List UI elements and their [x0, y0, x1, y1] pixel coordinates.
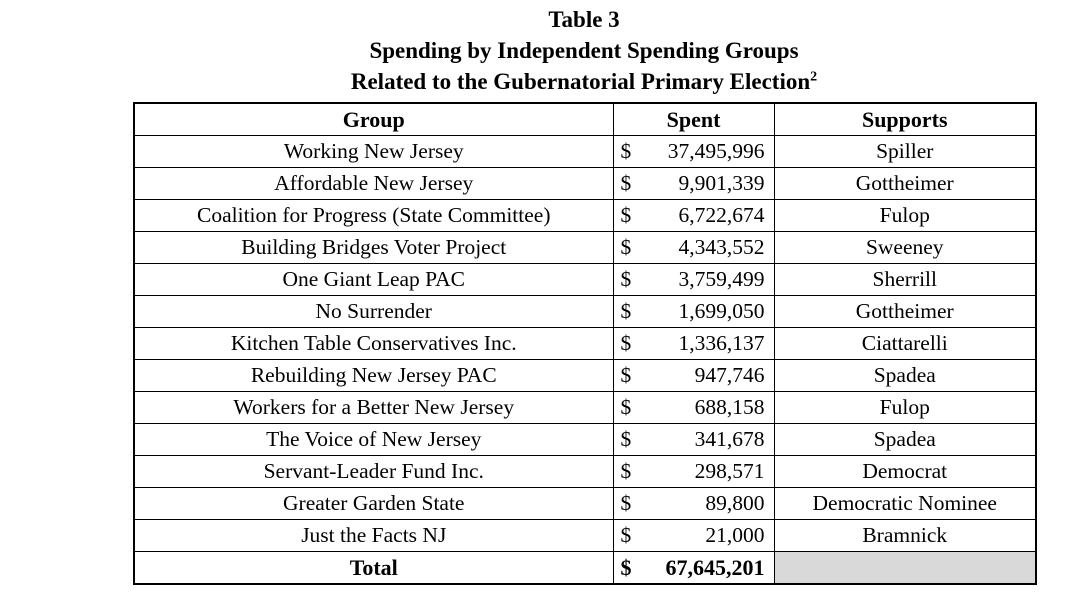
table-row: Coalition for Progress (State Committee)… [133, 199, 1037, 232]
supports-cell: Sherrill [773, 263, 1037, 296]
spent-cell: $ 1,336,137 [612, 327, 775, 360]
total-supports-cell [773, 551, 1037, 585]
spent-cell: $ 37,495,996 [612, 135, 775, 168]
column-header-spent: Spent [612, 102, 775, 136]
spent-cell: $ 3,759,499 [612, 263, 775, 296]
spent-amount: 1,336,137 [678, 331, 765, 355]
supports-cell: Democrat [773, 455, 1037, 488]
currency-symbol: $ [620, 331, 632, 355]
table-row: Affordable New Jersey $ 9,901,339 Gotthe… [133, 167, 1037, 200]
spent-amount: 947,746 [694, 363, 765, 387]
supports-cell: Fulop [773, 199, 1037, 232]
table-title: Table 3 Spending by Independent Spending… [133, 4, 1035, 97]
supports-cell: Gottheimer [773, 167, 1037, 200]
table-row: One Giant Leap PAC $ 3,759,499 Sherrill [133, 263, 1037, 296]
spent-cell: $ 341,678 [612, 423, 775, 456]
currency-symbol: $ [620, 554, 632, 580]
group-cell: Coalition for Progress (State Committee) [133, 199, 614, 232]
table-row: Greater Garden State $ 89,800 Democratic… [133, 487, 1037, 520]
spent-amount: 4,343,552 [678, 235, 765, 259]
spent-amount: 6,722,674 [678, 203, 765, 227]
spent-amount: 341,678 [694, 427, 765, 451]
spent-cell: $ 1,699,050 [612, 295, 775, 328]
supports-cell: Spadea [773, 359, 1037, 392]
table-row: The Voice of New Jersey $ 341,678 Spadea [133, 423, 1037, 456]
table-row: Just the Facts NJ $ 21,000 Bramnick [133, 519, 1037, 552]
column-header-supports: Supports [773, 102, 1037, 136]
spent-amount: 298,571 [694, 459, 765, 483]
currency-symbol: $ [620, 363, 632, 387]
table-row: Workers for a Better New Jersey $ 688,15… [133, 391, 1037, 424]
currency-symbol: $ [620, 299, 632, 323]
spent-cell: $ 21,000 [612, 519, 775, 552]
group-cell: The Voice of New Jersey [133, 423, 614, 456]
total-label-cell: Total [133, 551, 614, 585]
table-row: Kitchen Table Conservatives Inc. $ 1,336… [133, 327, 1037, 360]
group-cell: Workers for a Better New Jersey [133, 391, 614, 424]
supports-cell: Gottheimer [773, 295, 1037, 328]
spent-amount: 21,000 [705, 523, 765, 547]
supports-cell: Fulop [773, 391, 1037, 424]
title-line-1: Table 3 [548, 7, 620, 32]
spent-cell: $ 89,800 [612, 487, 775, 520]
spent-cell: $ 298,571 [612, 455, 775, 488]
total-spent-cell: $ 67,645,201 [612, 551, 775, 585]
supports-cell: Bramnick [773, 519, 1037, 552]
spent-amount: 37,495,996 [667, 139, 765, 163]
currency-symbol: $ [620, 171, 632, 195]
table-row: Servant-Leader Fund Inc. $ 298,571 Democ… [133, 455, 1037, 488]
spent-amount: 3,759,499 [678, 267, 765, 291]
title-line-3: Related to the Gubernatorial Primary Ele… [350, 69, 818, 94]
spent-cell: $ 688,158 [612, 391, 775, 424]
spent-amount: 688,158 [694, 395, 765, 419]
spent-amount: 1,699,050 [678, 299, 765, 323]
currency-symbol: $ [620, 523, 632, 547]
currency-symbol: $ [620, 203, 632, 227]
group-cell: Rebuilding New Jersey PAC [133, 359, 614, 392]
spent-amount: 9,901,339 [678, 171, 765, 195]
content-area: Table 3 Spending by Independent Spending… [133, 4, 1037, 585]
table-row: Rebuilding New Jersey PAC $ 947,746 Spad… [133, 359, 1037, 392]
supports-cell: Spiller [773, 135, 1037, 168]
supports-cell: Spadea [773, 423, 1037, 456]
title-line-2: Spending by Independent Spending Groups [369, 38, 799, 63]
header-row: Group Spent Supports [133, 102, 1037, 136]
spent-amount: 89,800 [705, 491, 765, 515]
table-row: Working New Jersey $ 37,495,996 Spiller [133, 135, 1037, 168]
group-cell: Building Bridges Voter Project [133, 231, 614, 264]
supports-cell: Sweeney [773, 231, 1037, 264]
currency-symbol: $ [620, 427, 632, 451]
group-cell: No Surrender [133, 295, 614, 328]
currency-symbol: $ [620, 395, 632, 419]
group-cell: One Giant Leap PAC [133, 263, 614, 296]
currency-symbol: $ [620, 139, 632, 163]
group-cell: Affordable New Jersey [133, 167, 614, 200]
total-row: Total $ 67,645,201 [133, 551, 1037, 585]
group-cell: Kitchen Table Conservatives Inc. [133, 327, 614, 360]
table-row: Building Bridges Voter Project $ 4,343,5… [133, 231, 1037, 264]
table-row: No Surrender $ 1,699,050 Gottheimer [133, 295, 1037, 328]
currency-symbol: $ [620, 267, 632, 291]
supports-cell: Ciattarelli [773, 327, 1037, 360]
group-cell: Just the Facts NJ [133, 519, 614, 552]
footnote-marker: 2 [810, 69, 818, 85]
spent-cell: $ 9,901,339 [612, 167, 775, 200]
spent-cell: $ 4,343,552 [612, 231, 775, 264]
spent-cell: $ 6,722,674 [612, 199, 775, 232]
supports-cell: Democratic Nominee [773, 487, 1037, 520]
currency-symbol: $ [620, 235, 632, 259]
currency-symbol: $ [620, 491, 632, 515]
spent-cell: $ 947,746 [612, 359, 775, 392]
group-cell: Working New Jersey [133, 135, 614, 168]
group-cell: Servant-Leader Fund Inc. [133, 455, 614, 488]
currency-symbol: $ [620, 459, 632, 483]
spending-table: Group Spent Supports Working New Jersey … [133, 102, 1037, 585]
column-header-group: Group [133, 102, 614, 136]
group-cell: Greater Garden State [133, 487, 614, 520]
total-spent-amount: 67,645,201 [665, 554, 765, 580]
